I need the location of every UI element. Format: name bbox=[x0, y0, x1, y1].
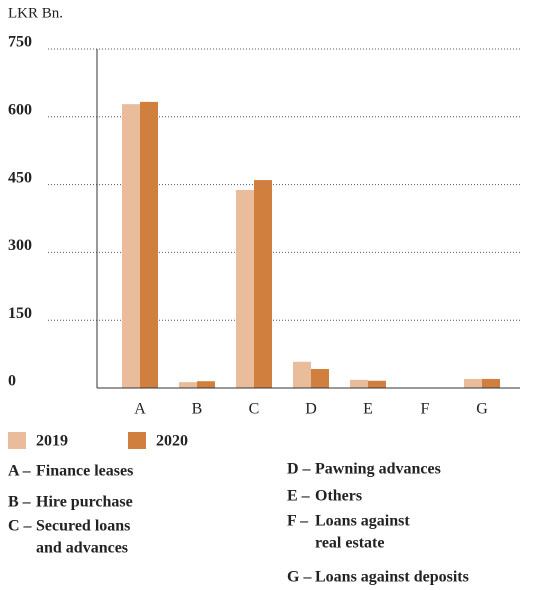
key-label: and advances bbox=[36, 540, 128, 557]
key-code: D – bbox=[287, 461, 312, 478]
y-axis-label: LKR Bn. bbox=[8, 5, 63, 21]
key-code: F – bbox=[287, 513, 309, 530]
key-code: G – bbox=[287, 569, 312, 586]
key-label: Finance leases bbox=[36, 463, 133, 480]
bar bbox=[482, 378, 500, 388]
key-label: Loans against bbox=[315, 513, 410, 530]
key-label: Pawning advances bbox=[315, 461, 441, 478]
x-tick-label: B bbox=[192, 401, 203, 418]
key-code: E – bbox=[287, 488, 311, 505]
key-label: Secured loans bbox=[36, 518, 130, 535]
legend-swatch bbox=[8, 432, 26, 449]
bar bbox=[464, 378, 482, 388]
x-tick-label: G bbox=[476, 401, 488, 418]
bar bbox=[311, 369, 329, 388]
y-tick-label: 600 bbox=[8, 101, 32, 118]
key-label: Hire purchase bbox=[36, 494, 133, 511]
key-code: A – bbox=[8, 463, 32, 480]
bar bbox=[293, 361, 311, 388]
key-code: C – bbox=[8, 518, 33, 535]
y-tick-label: 750 bbox=[8, 34, 32, 51]
bar bbox=[236, 190, 254, 388]
y-tick-label: 0 bbox=[8, 373, 16, 390]
bar bbox=[368, 380, 386, 388]
x-tick-label: F bbox=[421, 401, 430, 418]
bar bbox=[197, 381, 215, 388]
y-tick-label: 150 bbox=[8, 305, 32, 322]
key-label: Others bbox=[315, 488, 362, 505]
bar bbox=[254, 180, 272, 388]
x-tick-label: D bbox=[305, 401, 317, 418]
legend-label: 2020 bbox=[156, 433, 188, 450]
bar bbox=[179, 382, 197, 388]
bar bbox=[350, 379, 368, 388]
bar bbox=[140, 101, 158, 388]
x-tick-label: A bbox=[134, 401, 146, 418]
key-label: Loans against deposits bbox=[315, 569, 469, 586]
x-tick-label: E bbox=[363, 401, 373, 418]
y-tick-label: 300 bbox=[8, 237, 32, 254]
y-tick-label: 450 bbox=[8, 169, 32, 186]
legend-label: 2019 bbox=[36, 433, 68, 450]
key-code: B – bbox=[8, 494, 32, 511]
x-tick-label: C bbox=[249, 401, 260, 418]
legend-swatch bbox=[128, 432, 146, 449]
key-label: real estate bbox=[315, 535, 384, 552]
bar bbox=[122, 104, 140, 389]
